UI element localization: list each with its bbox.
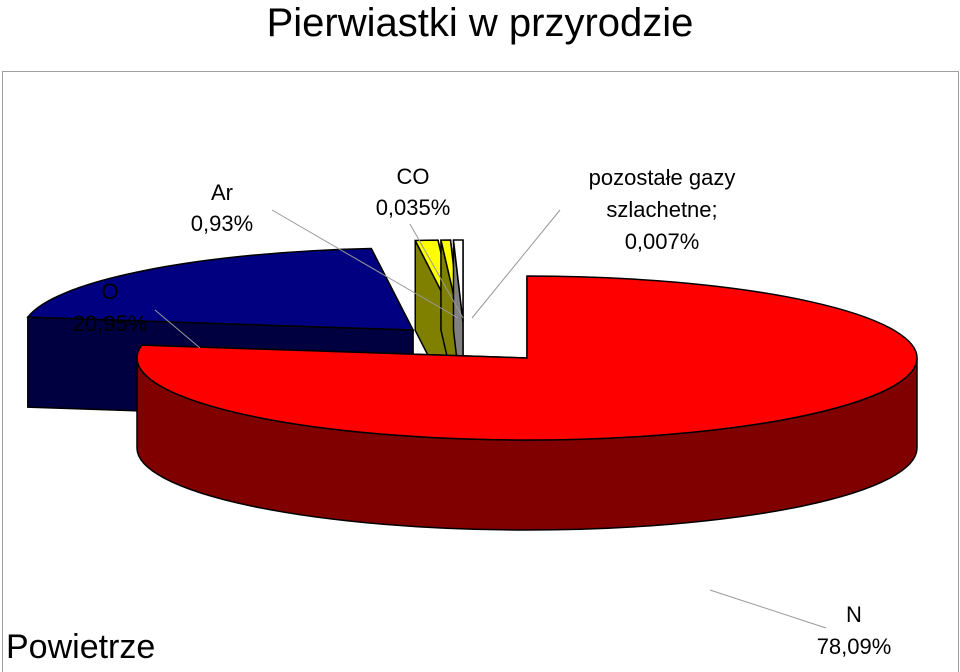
data-labels: Ar 0,93% CO 0,035% pozostałe gazy szlach… [73,164,892,659]
leader-line-ar [271,209,459,319]
label-ar-name: Ar [211,180,233,205]
leader-lines [154,209,827,629]
label-n-value: 78,09% [817,634,892,659]
slice-noble-gases-top [452,239,464,323]
slice-n [136,275,918,531]
label-noble-value: 0,007% [625,229,700,254]
chart-footer-label: Powietrze [6,628,156,666]
label-noble-line1: pozostałe gazy [589,165,736,190]
leader-line-o [154,309,201,349]
leader-line-co [409,223,464,319]
label-ar-value: 0,93% [191,211,253,236]
leader-line-n [709,589,827,629]
label-co-value: 0,035% [376,195,451,220]
chart-frame [2,71,959,672]
chart-title: Pierwiastki w przyrodzie [266,1,694,45]
slice-o-top [26,247,415,331]
label-co-name: CO [397,164,430,189]
label-n-name: N [846,602,862,627]
slice-n-top [136,275,918,441]
label-o-value: 20,95% [73,311,148,336]
leader-line-noble [471,209,561,319]
pie-slices [26,239,918,531]
label-noble-line2: szlachetne; [606,197,717,222]
label-o-name: O [101,279,118,304]
